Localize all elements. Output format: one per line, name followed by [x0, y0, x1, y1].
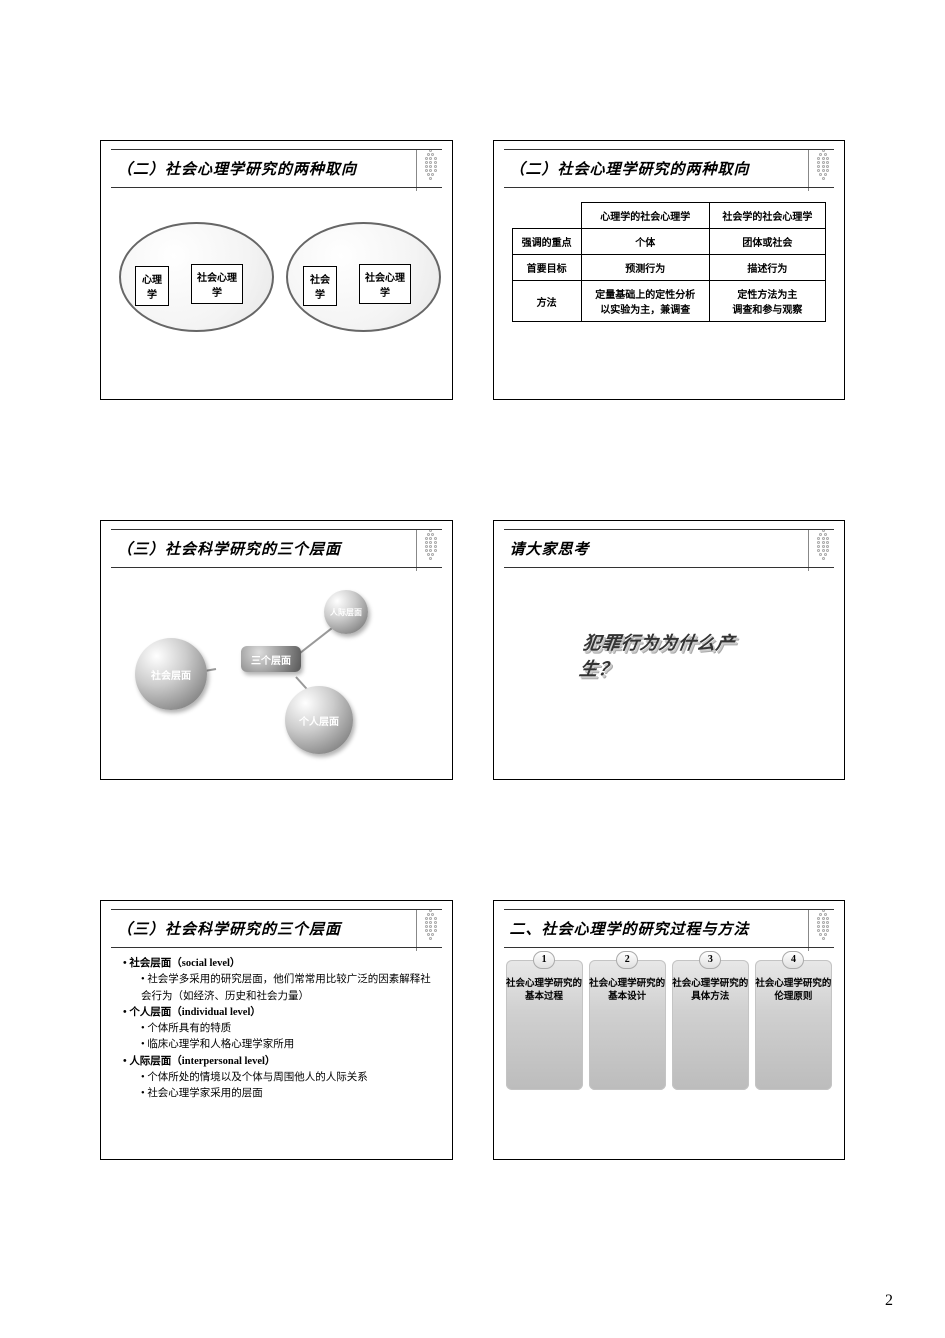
table-row: 强调的重点 个体 团体或社会	[512, 229, 826, 255]
tab-number: 2	[616, 951, 638, 969]
slide-1: （二）社会心理学研究的两种取向 心理学 社会心理学 社会学 社会心理学	[100, 140, 453, 400]
slide-4: 请大家思考 犯罪行为为什么产生？	[493, 520, 846, 780]
bubble-node: 人际层面	[324, 590, 368, 634]
bullet-l2: 临床心理学和人格心理学家所用	[123, 1037, 434, 1053]
bubble-node: 个人层面	[285, 686, 353, 754]
tab-label: 社会心理学研究的基本设计	[589, 978, 666, 1004]
bullet-l1: 社会层面（social level）	[123, 956, 434, 972]
slide-6: 二、社会心理学的研究过程与方法 1 社会心理学研究的基本过程 2 社会心理学研究…	[493, 900, 846, 1160]
tab-label: 社会心理学研究的基本过程	[506, 978, 583, 1004]
slide-title: （三）社会科学研究的三个层面	[117, 918, 341, 939]
tab-label: 社会心理学研究的伦理原则	[755, 978, 832, 1004]
tab-item: 2 社会心理学研究的基本设计	[589, 960, 666, 1090]
table-header-blank	[512, 203, 581, 229]
bubble-center: 三个层面	[241, 646, 301, 672]
venn-left-sub: 社会心理学	[191, 264, 243, 304]
bullet-l1: 个人层面（individual level）	[123, 1005, 434, 1021]
slide-title-band: （三）社会科学研究的三个层面	[111, 909, 442, 948]
slide-title: 二、社会心理学的研究过程与方法	[510, 918, 750, 939]
table-row: 首要目标 预测行为 描述行为	[512, 255, 826, 281]
tabs-row: 1 社会心理学研究的基本过程 2 社会心理学研究的基本设计 3 社会心理学研究的…	[494, 948, 845, 1090]
slide-title: （二）社会心理学研究的两种取向	[510, 158, 750, 179]
bubble-diagram: 三个层面 人际层面 社会层面 个人层面	[101, 568, 452, 758]
slide-title-band: （二）社会心理学研究的两种取向	[111, 149, 442, 188]
venn-diagram: 心理学 社会心理学 社会学 社会心理学	[101, 194, 452, 374]
venn-right-sub: 社会心理学	[359, 264, 411, 304]
slide-title: （三）社会科学研究的三个层面	[117, 538, 341, 559]
page-number: 2	[885, 1292, 893, 1310]
tab-label: 社会心理学研究的具体方法	[672, 978, 749, 1004]
slide-2: （二）社会心理学研究的两种取向 心理学的社会心理学 社会学的社会心理学 强调的重…	[493, 140, 846, 400]
table-row: 方法 定量基础上的定性分析 以实验为主，兼调查 定性方法为主 调查和参与观察	[512, 281, 826, 322]
slide-title-band: 请大家思考	[504, 529, 835, 568]
slide-title-band: 二、社会心理学的研究过程与方法	[504, 909, 835, 948]
tab-number: 4	[782, 951, 804, 969]
bullet-l2: 社会心理学家采用的层面	[123, 1086, 434, 1102]
table-header: 心理学的社会心理学	[581, 203, 709, 229]
bullet-l2: 个体所处的情境以及个体与周围他人的人际关系	[123, 1070, 434, 1086]
tab-number: 3	[699, 951, 721, 969]
tab-number: 1	[533, 951, 555, 969]
tab-item: 3 社会心理学研究的具体方法	[672, 960, 749, 1090]
slide-title: 请大家思考	[510, 538, 590, 559]
venn-right-main: 社会学	[303, 266, 337, 306]
bullet-l1: 人际层面（interpersonal level）	[123, 1054, 434, 1070]
slide-title-band: （二）社会心理学研究的两种取向	[504, 149, 835, 188]
venn-left-main: 心理学	[135, 266, 169, 306]
bubble-node: 社会层面	[135, 638, 207, 710]
question-text: 犯罪行为为什么产生？	[577, 629, 760, 681]
slide-title-band: （三）社会科学研究的三个层面	[111, 529, 442, 568]
bullet-list: 社会层面（social level） 社会学多采用的研究层面，他们常常用比较广泛…	[101, 948, 452, 1110]
slide-3: （三）社会科学研究的三个层面 三个层面 人际层面 社会层面 个人层面	[100, 520, 453, 780]
slide-title: （二）社会心理学研究的两种取向	[117, 158, 357, 179]
tab-item: 1 社会心理学研究的基本过程	[506, 960, 583, 1090]
slide-5: （三）社会科学研究的三个层面 社会层面（social level） 社会学多采用…	[100, 900, 453, 1160]
slide-grid: （二）社会心理学研究的两种取向 心理学 社会心理学 社会学 社会心理学 （二）社…	[0, 0, 945, 1200]
comparison-table: 心理学的社会心理学 社会学的社会心理学 强调的重点 个体 团体或社会 首要目标 …	[512, 202, 827, 322]
bullet-l2: 社会学多采用的研究层面，他们常常用比较广泛的因素解释社会行为（如经济、历史和社会…	[123, 972, 434, 1005]
table-header: 社会学的社会心理学	[709, 203, 825, 229]
tab-item: 4 社会心理学研究的伦理原则	[755, 960, 832, 1090]
bullet-l2: 个体所具有的特质	[123, 1021, 434, 1037]
